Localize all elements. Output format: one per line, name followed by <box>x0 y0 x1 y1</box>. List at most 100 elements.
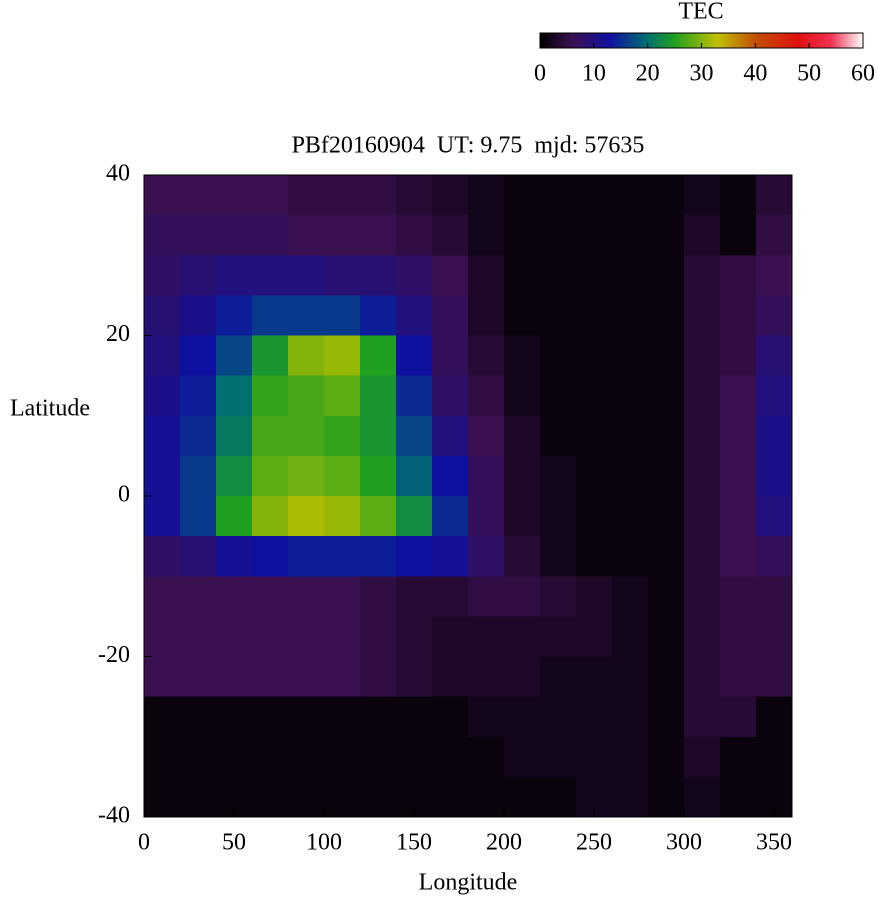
heatmap-cell <box>432 415 469 457</box>
heatmap-cell <box>504 496 541 537</box>
heatmap-cell <box>576 656 613 698</box>
x-tick-label: 350 <box>756 830 792 856</box>
heatmap-cell <box>360 455 397 497</box>
heatmap-cell <box>180 536 217 577</box>
heatmap-cell <box>216 375 253 417</box>
x-tick-label: 300 <box>666 830 702 856</box>
heatmap-cell <box>288 215 325 256</box>
heatmap-cell <box>720 175 757 216</box>
heatmap-cell <box>360 656 397 698</box>
heatmap-cell <box>612 776 649 818</box>
heatmap-cell <box>540 455 577 497</box>
colorbar-tick-label: 60 <box>851 61 875 87</box>
heatmap-cell <box>432 455 469 497</box>
heatmap-cell <box>576 616 613 657</box>
heatmap-cell <box>144 776 181 818</box>
heatmap-cell <box>216 455 253 497</box>
heatmap-cell <box>648 335 685 377</box>
heatmap-cell <box>216 295 253 336</box>
heatmap-cell <box>180 496 217 537</box>
heatmap-cell <box>252 255 289 296</box>
heatmap-cell <box>396 736 433 778</box>
heatmap-cell <box>144 536 181 577</box>
heatmap-cell <box>468 335 505 377</box>
heatmap-cell <box>324 656 361 698</box>
heatmap-cell <box>144 215 181 256</box>
heatmap-cell <box>504 696 541 738</box>
heatmap-cell <box>720 255 757 296</box>
heatmap-cell <box>468 536 505 577</box>
heatmap-cell <box>252 776 289 818</box>
heatmap-cell <box>576 576 613 617</box>
heatmap-cell <box>540 335 577 377</box>
heatmap-cell <box>216 175 253 216</box>
heatmap-cell <box>504 536 541 577</box>
heatmap-cell <box>540 255 577 296</box>
heatmap-cell <box>648 215 685 256</box>
heatmap-cell <box>180 576 217 617</box>
x-tick-label: 0 <box>138 830 150 856</box>
heatmap-cell <box>396 415 433 457</box>
heatmap-cell <box>684 415 721 457</box>
heatmap-cell <box>216 576 253 617</box>
heatmap-cell <box>432 696 469 738</box>
heatmap-cell <box>360 375 397 417</box>
heatmap-cell <box>252 295 289 336</box>
heatmap-cell <box>684 656 721 698</box>
colorbar-tick-label: 10 <box>582 61 606 87</box>
colorbar-tick-label: 40 <box>743 61 767 87</box>
heatmap-cell <box>648 776 685 818</box>
y-tick-label: 0 <box>118 482 130 508</box>
heatmap-cell <box>612 496 649 537</box>
heatmap-cell <box>288 696 325 738</box>
x-tick-label: 200 <box>486 830 522 856</box>
heatmap-cell <box>324 295 361 336</box>
heatmap-cell <box>252 455 289 497</box>
heatmap-cell <box>540 696 577 738</box>
heatmap-cell <box>324 335 361 377</box>
heatmap-cell <box>756 616 793 657</box>
heatmap-cell <box>252 175 289 216</box>
heatmap-cell <box>648 415 685 457</box>
heatmap-cell <box>468 215 505 256</box>
heatmap-cell <box>612 415 649 457</box>
heatmap-cell <box>756 736 793 778</box>
colorbar-tick-label: 50 <box>797 61 821 87</box>
heatmap-cell <box>180 375 217 417</box>
heatmap-cell <box>432 776 469 818</box>
heatmap-cell <box>612 736 649 778</box>
heatmap-cell <box>288 616 325 657</box>
y-tick-label: -20 <box>98 642 130 668</box>
heatmap-cell <box>396 536 433 577</box>
heatmap-cell <box>612 455 649 497</box>
heatmap-cell <box>144 496 181 537</box>
x-tick-label: 150 <box>396 830 432 856</box>
heatmap-cell <box>504 255 541 296</box>
heatmap-cell <box>684 536 721 577</box>
heatmap-cell <box>432 375 469 417</box>
heatmap-cell <box>144 736 181 778</box>
heatmap-cell <box>360 335 397 377</box>
heatmap-cell <box>396 656 433 698</box>
heatmap-cell <box>756 696 793 738</box>
heatmap-cell <box>684 335 721 377</box>
heatmap-cell <box>324 576 361 617</box>
heatmap-cell <box>468 496 505 537</box>
heatmap-cell <box>216 335 253 377</box>
y-axis-label: Latitude <box>10 396 90 422</box>
heatmap-cell <box>324 175 361 216</box>
heatmap-cell <box>684 696 721 738</box>
heatmap-cell <box>288 736 325 778</box>
heatmap-cell <box>144 175 181 216</box>
heatmap-cell <box>756 295 793 336</box>
heatmap-cell <box>288 295 325 336</box>
heatmap-cell <box>648 536 685 577</box>
heatmap-cell <box>288 536 325 577</box>
heatmap-cell <box>432 576 469 617</box>
heatmap-cell <box>432 736 469 778</box>
heatmap-cell <box>396 335 433 377</box>
heatmap-cell <box>648 576 685 617</box>
heatmap-cell <box>540 616 577 657</box>
heatmap-cell <box>468 616 505 657</box>
heatmap-cell <box>432 536 469 577</box>
